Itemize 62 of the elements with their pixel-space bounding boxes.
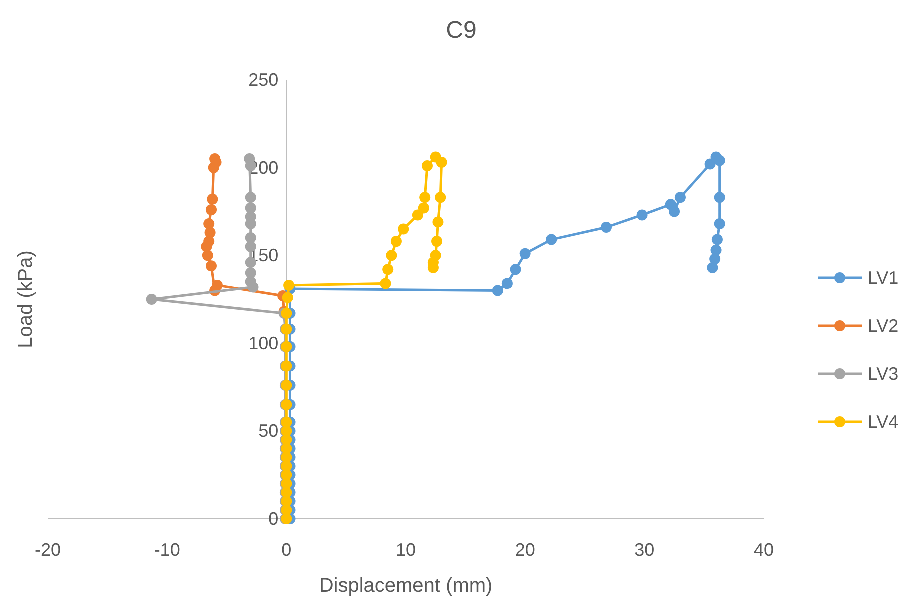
point [382,264,394,276]
point [714,155,726,166]
y-tick-label: 50 [258,421,279,442]
point [206,204,217,216]
point [282,292,294,304]
point [710,254,721,265]
point [418,202,430,214]
point [432,216,444,228]
point [704,158,716,170]
point [714,218,726,230]
x-tick-label: 40 [754,540,774,560]
legend-label: LV1 [868,268,899,288]
point [245,276,256,288]
legend-label: LV3 [868,364,899,384]
point [420,192,431,204]
x-tick-label: 10 [396,540,416,560]
point [412,210,424,221]
point [510,264,522,276]
point [422,160,433,172]
point [546,234,558,246]
point [390,236,402,248]
point [520,248,531,260]
x-tick-label: -10 [154,540,180,560]
x-tick-label: -20 [34,540,62,560]
point [707,262,718,274]
point [202,250,214,262]
y-tick-label: 250 [248,70,279,90]
point [636,210,648,221]
point [245,268,256,279]
point [284,280,295,291]
x-tick-label: 30 [634,540,655,560]
x-axis-title: Displacement (mm) [319,575,493,597]
point [714,192,726,204]
point [245,202,256,214]
point [380,278,392,290]
point [245,232,256,244]
x-tick-label: 20 [515,540,536,560]
point [432,236,443,248]
legend-label: LV2 [868,316,899,336]
point [204,218,215,230]
point [398,224,410,235]
point [674,192,686,204]
point [207,194,218,205]
point [492,285,504,296]
y-tick-label: 100 [248,333,279,354]
point [435,192,446,204]
point [600,222,612,234]
chart-title: C9 [446,17,477,44]
point [245,192,256,204]
point [201,241,212,252]
point [502,278,513,290]
legend-label: LV4 [868,412,899,432]
point [281,308,292,320]
point [436,157,448,168]
point [146,294,158,305]
point [206,260,217,272]
point [669,206,680,218]
y-tick-label: 0 [268,509,279,529]
x-tick-label: 0 [282,540,292,560]
y-axis-title: Load (kPa) [15,250,37,348]
point [386,250,398,262]
point [712,234,723,246]
